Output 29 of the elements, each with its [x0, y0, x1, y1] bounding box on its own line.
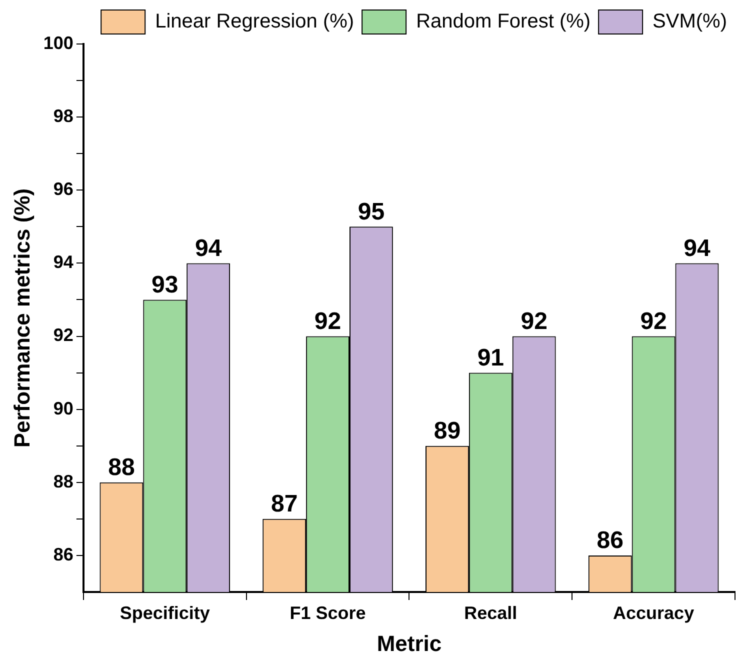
- data-label: 87: [270, 490, 298, 518]
- data-label: 94: [194, 234, 222, 262]
- y-tick-label: 94: [53, 252, 74, 272]
- data-label: 89: [434, 417, 461, 444]
- y-tick-label: 90: [53, 398, 74, 418]
- legend-label: SVM(%): [652, 10, 728, 33]
- x-tick-label: F1 Score: [290, 602, 366, 623]
- data-label: 93: [152, 271, 178, 298]
- y-tick-label: 100: [43, 32, 74, 53]
- y-axis-title: Performance metrics (%): [9, 188, 34, 448]
- y-tick-label: 92: [53, 325, 74, 346]
- data-label: 88: [108, 454, 135, 482]
- data-label: 92: [520, 308, 548, 335]
- data-label: 86: [596, 527, 624, 554]
- data-label: 92: [640, 308, 667, 335]
- data-label: 94: [684, 234, 711, 262]
- data-label: 95: [358, 198, 385, 226]
- legend-label: Random Forest (%): [416, 10, 591, 33]
- y-tick-label: 88: [53, 471, 74, 492]
- data-label: 92: [314, 308, 342, 335]
- x-tick-label: Recall: [464, 602, 518, 623]
- x-tick-label: Accuracy: [613, 602, 694, 623]
- y-tick-label: 96: [53, 179, 74, 200]
- y-tick-label: 86: [53, 544, 74, 564]
- x-axis-title: Metric: [376, 630, 442, 656]
- x-tick-label: Specificity: [120, 602, 210, 623]
- y-tick-label: 98: [53, 106, 74, 126]
- legend-label: Linear Regression (%): [155, 10, 354, 33]
- data-label: 91: [477, 344, 504, 372]
